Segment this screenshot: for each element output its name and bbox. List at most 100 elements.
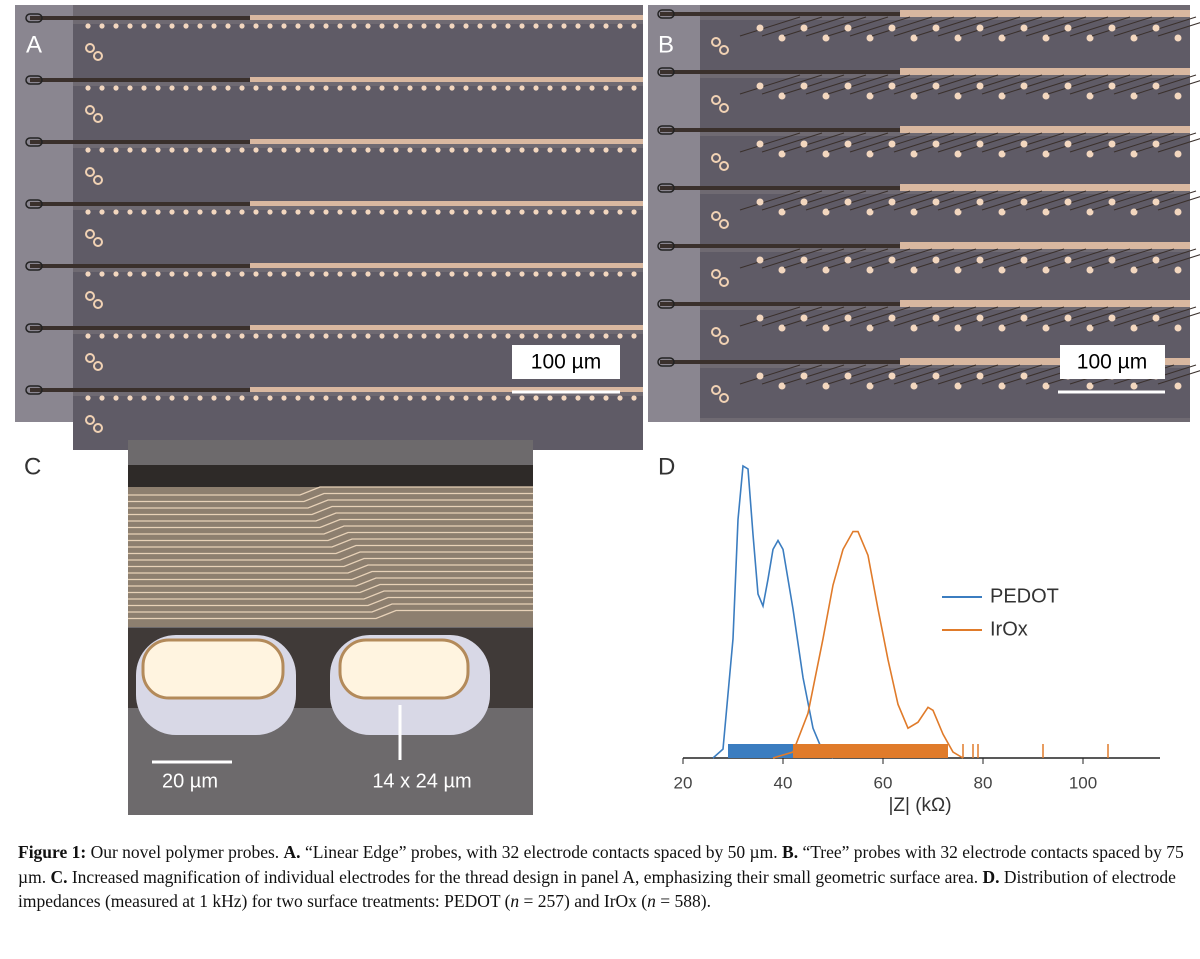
shank: [73, 272, 643, 326]
contact: [1064, 198, 1072, 206]
contact: [1086, 150, 1094, 158]
contact: [1174, 150, 1182, 158]
trace: [128, 583, 533, 594]
x-tick-label: 20: [674, 773, 693, 792]
contact: [954, 324, 962, 332]
branch: [871, 248, 933, 269]
contact: [589, 147, 595, 153]
contact: [407, 209, 413, 215]
contact: [99, 333, 105, 339]
contact: [309, 395, 315, 401]
contact: [127, 271, 133, 277]
branch: [761, 74, 823, 95]
contact: [932, 256, 940, 264]
contact: [169, 333, 175, 339]
contact: [1086, 324, 1094, 332]
branch: [1003, 132, 1065, 153]
contact: [365, 147, 371, 153]
contact: [449, 271, 455, 277]
branch: [915, 74, 977, 95]
branch: [1003, 190, 1065, 211]
rug-band: [793, 744, 948, 758]
contact: [533, 147, 539, 153]
contact: [351, 147, 357, 153]
trace: [128, 570, 533, 581]
contact: [1020, 372, 1028, 380]
contact: [239, 271, 245, 277]
branch: [849, 74, 911, 95]
panel-b: 100 µm B: [648, 5, 1200, 422]
contact: [85, 209, 91, 215]
contact: [1042, 92, 1050, 100]
trace: [128, 531, 533, 542]
branch: [915, 306, 977, 327]
contact: [477, 395, 483, 401]
contact: [1130, 208, 1138, 216]
contact: [932, 314, 940, 322]
contact: [225, 395, 231, 401]
pad: [93, 299, 103, 309]
trace: [128, 499, 533, 509]
contact: [822, 382, 830, 390]
size-annotation: 14 x 24 µm: [372, 770, 471, 792]
contact: [183, 395, 189, 401]
contact: [337, 209, 343, 215]
branch: [959, 306, 1021, 327]
branch: [1091, 306, 1153, 327]
contact: [888, 198, 896, 206]
branch: [871, 74, 933, 95]
contact: [866, 92, 874, 100]
contact: [533, 333, 539, 339]
branch: [871, 190, 933, 211]
contact: [449, 147, 455, 153]
branch: [1113, 132, 1175, 153]
contact: [844, 24, 852, 32]
contact: [393, 333, 399, 339]
contact: [617, 147, 623, 153]
contact: [547, 147, 553, 153]
contact: [365, 271, 371, 277]
branch: [871, 306, 933, 327]
branch: [1091, 132, 1153, 153]
contact: [932, 372, 940, 380]
contact: [253, 209, 259, 215]
trace: [128, 492, 533, 503]
contact: [295, 147, 301, 153]
contact: [822, 324, 830, 332]
branch: [981, 16, 1043, 37]
contact: [505, 209, 511, 215]
contact: [225, 147, 231, 153]
branch: [1091, 16, 1153, 37]
contact: [421, 147, 427, 153]
pad: [711, 37, 721, 47]
contact: [778, 208, 786, 216]
contact: [866, 266, 874, 274]
contact: [603, 209, 609, 215]
contact: [225, 271, 231, 277]
branch: [1069, 190, 1131, 211]
contact: [954, 34, 962, 42]
contact: [1174, 208, 1182, 216]
contact: [1064, 256, 1072, 264]
contact: [477, 85, 483, 91]
scale-bar-label: 100 µm: [1077, 351, 1147, 374]
branch: [937, 16, 999, 37]
contact: [954, 150, 962, 158]
branch: [783, 132, 845, 153]
branch: [805, 364, 867, 385]
trace: [128, 486, 533, 496]
contact: [910, 92, 918, 100]
branch: [981, 132, 1043, 153]
contact: [463, 209, 469, 215]
contact: [141, 147, 147, 153]
contact: [309, 147, 315, 153]
branch: [739, 16, 801, 37]
contact: [435, 395, 441, 401]
branch: [1135, 190, 1197, 211]
branch: [981, 190, 1043, 211]
branch: [937, 364, 999, 385]
branch: [849, 16, 911, 37]
branch: [1025, 16, 1087, 37]
pad: [711, 153, 721, 163]
branch: [871, 364, 933, 385]
